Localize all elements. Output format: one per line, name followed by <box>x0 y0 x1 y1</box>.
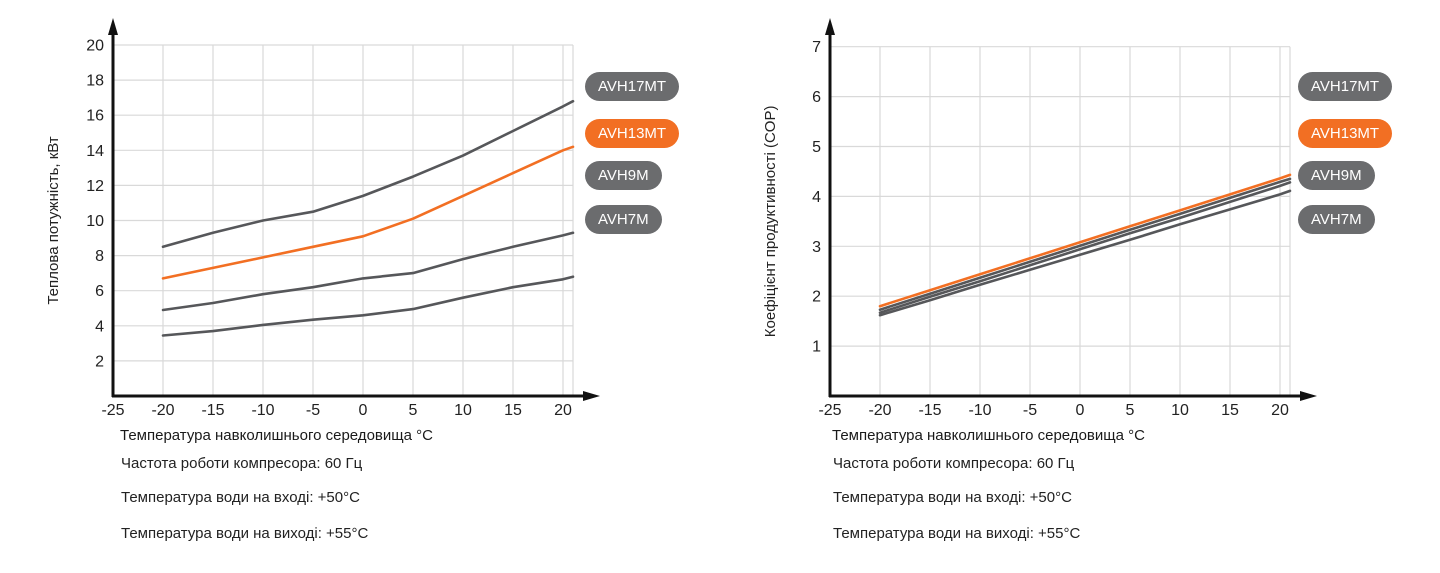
svg-text:14: 14 <box>86 143 104 160</box>
svg-text:20: 20 <box>1271 402 1289 419</box>
legend-pill-avh9m-left: AVH9M <box>585 161 662 190</box>
tick-labels: 2 4 6 8 10 12 14 16 18 20 -25 -20 -15 -10 -5 0 5 10 15 20 <box>86 38 572 420</box>
legend-label: AVH9M <box>598 167 649 184</box>
legend-pill-avh7m-left: AVH7M <box>585 205 662 234</box>
svg-text:5: 5 <box>1126 402 1135 419</box>
svg-text:2: 2 <box>812 289 821 306</box>
legend-pill-avh17mt-right: AVH17MT <box>1298 72 1393 101</box>
svg-text:15: 15 <box>1221 402 1239 419</box>
svg-text:-20: -20 <box>151 402 174 419</box>
svg-text:15: 15 <box>504 402 522 419</box>
series-line-avh9m <box>878 181 1292 315</box>
legend-pill-avh9m-right: AVH9M <box>1298 161 1375 190</box>
series-line-avh13mt <box>878 173 1292 308</box>
series-lines <box>161 99 575 337</box>
legend-label: AVH7M <box>598 211 649 228</box>
series-line-avh7m <box>878 189 1292 317</box>
tick-labels: 1 2 3 4 5 6 7 -25 -20 -15 -10 -5 0 5 10 15 20 <box>812 39 1289 419</box>
series-line-avh7m <box>161 275 575 337</box>
legend-label: AVH17MT <box>1311 78 1380 95</box>
svg-text:1: 1 <box>812 339 821 356</box>
svg-text:3: 3 <box>812 239 821 256</box>
series-line-avh13mt <box>161 145 575 280</box>
axes <box>108 18 600 401</box>
legend-label: AVH13MT <box>1311 125 1380 142</box>
note-water-outlet-right: Температура води на виході: +55°C <box>833 525 1081 542</box>
svg-text:20: 20 <box>86 38 104 55</box>
svg-text:-25: -25 <box>101 402 124 419</box>
svg-text:0: 0 <box>1076 402 1085 419</box>
svg-text:8: 8 <box>95 248 104 265</box>
svg-text:-10: -10 <box>968 402 991 419</box>
svg-text:-20: -20 <box>868 402 891 419</box>
svg-text:6: 6 <box>812 89 821 106</box>
svg-text:18: 18 <box>86 73 104 90</box>
chart-0: 2 4 6 8 10 12 14 16 18 20 -25 -20 -15 -10 -5 0 5 10 15 20 Те… <box>45 18 600 419</box>
svg-text:2: 2 <box>95 353 104 370</box>
svg-text:-5: -5 <box>306 402 320 419</box>
svg-text:5: 5 <box>409 402 418 419</box>
svg-text:-10: -10 <box>251 402 274 419</box>
note-compressor-freq-left: Частота роботи компресора: 60 Гц <box>121 455 363 472</box>
series-line-avh17mt <box>161 99 575 249</box>
x-axis-title-left: Температура навколишнього середовища °C <box>120 427 433 444</box>
legend-label: AVH9M <box>1311 167 1362 184</box>
axes <box>825 18 1317 401</box>
legend-label: AVH7M <box>1311 211 1362 228</box>
svg-text:5: 5 <box>812 139 821 156</box>
note-water-inlet-left: Температура води на вході: +50°C <box>121 489 360 506</box>
legend-pill-avh13mt-left: AVH13MT <box>585 119 680 148</box>
svg-text:20: 20 <box>554 402 572 419</box>
svg-text:-25: -25 <box>818 402 841 419</box>
y-axis-title: Коефіцієнт продуктивності (COP) <box>762 106 779 338</box>
note-water-inlet-right: Температура води на вході: +50°C <box>833 489 1072 506</box>
gridlines <box>830 46 1291 396</box>
svg-text:0: 0 <box>359 402 368 419</box>
legend-label: AVH13MT <box>598 125 667 142</box>
svg-text:10: 10 <box>454 402 472 419</box>
svg-text:4: 4 <box>95 318 104 335</box>
x-axis-title-right: Температура навколишнього середовища °C <box>832 427 1145 444</box>
svg-text:10: 10 <box>86 213 104 230</box>
svg-text:10: 10 <box>1171 402 1189 419</box>
svg-text:4: 4 <box>812 189 821 206</box>
svg-text:16: 16 <box>86 108 104 125</box>
svg-text:12: 12 <box>86 178 104 195</box>
note-compressor-freq-right: Частота роботи компресора: 60 Гц <box>833 455 1075 472</box>
legend-pill-avh13mt-right: AVH13MT <box>1298 119 1393 148</box>
legend-pill-avh7m-right: AVH7M <box>1298 205 1375 234</box>
y-axis-title: Теплова потужність, кВт <box>45 136 62 304</box>
note-water-outlet-left: Температура води на виході: +55°C <box>121 525 369 542</box>
svg-text:6: 6 <box>95 283 104 300</box>
series-lines <box>878 173 1292 317</box>
series-line-avh9m <box>161 231 575 312</box>
series-line-avh17mt <box>878 177 1292 312</box>
gridlines <box>113 44 574 396</box>
svg-text:7: 7 <box>812 39 821 56</box>
svg-text:-15: -15 <box>201 402 224 419</box>
svg-text:-15: -15 <box>918 402 941 419</box>
legend-label: AVH17MT <box>598 78 667 95</box>
chart-1: 1 2 3 4 5 6 7 -25 -20 -15 -10 -5 0 5 10 15 20 Коефіцієнт … <box>762 18 1317 419</box>
svg-text:-5: -5 <box>1023 402 1037 419</box>
legend-pill-avh17mt-left: AVH17MT <box>585 72 680 101</box>
